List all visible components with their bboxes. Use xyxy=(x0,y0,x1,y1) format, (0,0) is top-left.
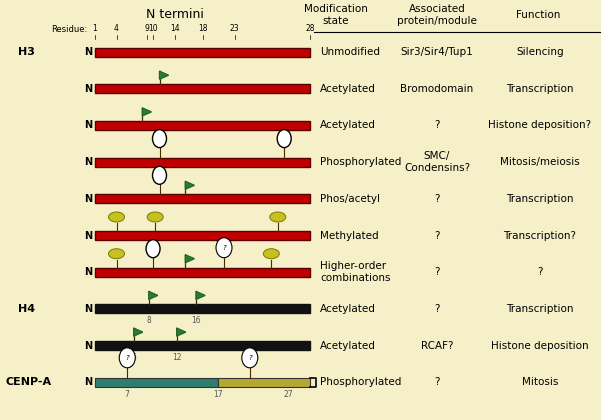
Bar xyxy=(95,268,310,277)
Text: Transcription: Transcription xyxy=(506,194,574,204)
Polygon shape xyxy=(159,71,168,79)
Text: N: N xyxy=(84,304,92,314)
Text: N: N xyxy=(84,231,92,241)
Text: 5: 5 xyxy=(131,353,136,362)
Ellipse shape xyxy=(153,166,166,184)
Ellipse shape xyxy=(277,130,291,147)
Text: Silencing: Silencing xyxy=(516,47,564,57)
Text: Histone deposition?: Histone deposition? xyxy=(489,121,591,130)
Text: 4: 4 xyxy=(114,24,119,33)
Ellipse shape xyxy=(153,130,166,147)
Text: Phosphorylated: Phosphorylated xyxy=(320,157,401,167)
Text: Histone deposition: Histone deposition xyxy=(491,341,589,351)
Text: Methylated: Methylated xyxy=(320,231,379,241)
Text: ?: ? xyxy=(248,355,252,361)
Text: Acetylated: Acetylated xyxy=(320,84,376,94)
Text: Mitosis/meiosis: Mitosis/meiosis xyxy=(500,157,580,167)
Text: H3: H3 xyxy=(18,47,35,57)
Ellipse shape xyxy=(216,238,232,258)
Text: 28: 28 xyxy=(305,24,315,33)
Text: Bromodomain: Bromodomain xyxy=(400,84,474,94)
Text: ?: ? xyxy=(537,267,543,277)
Text: 10: 10 xyxy=(148,24,158,33)
Text: Higher-order
combinations: Higher-order combinations xyxy=(320,261,391,283)
Bar xyxy=(95,231,310,240)
Text: N: N xyxy=(84,47,92,57)
Bar xyxy=(95,304,310,313)
Text: 17: 17 xyxy=(213,390,222,399)
Bar xyxy=(95,158,310,167)
Ellipse shape xyxy=(147,212,163,222)
Text: Phos/acetyl: Phos/acetyl xyxy=(320,194,380,204)
Bar xyxy=(218,378,310,387)
Text: Transcription?: Transcription? xyxy=(504,231,576,241)
Text: 7: 7 xyxy=(125,390,130,399)
Ellipse shape xyxy=(242,348,258,368)
Text: Transcription: Transcription xyxy=(506,84,574,94)
Ellipse shape xyxy=(146,240,160,258)
Text: Acetylated: Acetylated xyxy=(320,341,376,351)
Polygon shape xyxy=(185,255,194,262)
Bar xyxy=(95,84,310,93)
Ellipse shape xyxy=(109,249,124,259)
Text: ?: ? xyxy=(435,194,440,204)
Text: Sir3/Sir4/Tup1: Sir3/Sir4/Tup1 xyxy=(401,47,474,57)
Text: Mitosis: Mitosis xyxy=(522,377,558,387)
Text: ?: ? xyxy=(435,121,440,130)
Bar xyxy=(95,194,310,203)
Bar xyxy=(95,47,310,57)
Text: Residue:: Residue: xyxy=(50,25,87,34)
Text: 8: 8 xyxy=(147,316,151,326)
Polygon shape xyxy=(133,328,142,336)
Text: ?: ? xyxy=(126,355,129,361)
Text: 18: 18 xyxy=(198,24,207,33)
Text: N: N xyxy=(84,194,92,204)
Text: N: N xyxy=(84,267,92,277)
Polygon shape xyxy=(185,181,194,189)
Ellipse shape xyxy=(119,348,135,368)
Text: H4: H4 xyxy=(18,304,35,314)
Text: 16: 16 xyxy=(191,316,201,326)
Text: Phosphorylated: Phosphorylated xyxy=(320,377,401,387)
Text: ?: ? xyxy=(435,377,440,387)
Text: Acetylated: Acetylated xyxy=(320,121,376,130)
Text: 14: 14 xyxy=(169,24,179,33)
Text: ?: ? xyxy=(435,304,440,314)
Bar xyxy=(95,378,218,387)
Text: ?: ? xyxy=(222,245,226,251)
Text: ?: ? xyxy=(435,267,440,277)
Ellipse shape xyxy=(109,212,124,222)
Text: Associated
protein/module: Associated protein/module xyxy=(397,4,477,26)
Text: Transcription: Transcription xyxy=(506,304,574,314)
Text: 23: 23 xyxy=(230,24,240,33)
Text: N: N xyxy=(84,341,92,351)
Polygon shape xyxy=(196,291,205,299)
Polygon shape xyxy=(177,328,186,336)
Text: Modification
state: Modification state xyxy=(304,4,368,26)
Text: N: N xyxy=(84,121,92,130)
Text: 12: 12 xyxy=(172,353,182,362)
Text: N termini: N termini xyxy=(146,8,204,21)
Text: 1: 1 xyxy=(93,24,97,33)
Ellipse shape xyxy=(263,249,279,259)
Text: N: N xyxy=(84,377,92,387)
Text: Function: Function xyxy=(516,10,560,20)
Text: Acetylated: Acetylated xyxy=(320,304,376,314)
Text: N: N xyxy=(84,157,92,167)
Text: 27: 27 xyxy=(284,390,293,399)
Text: SMC/
Condensins?: SMC/ Condensins? xyxy=(404,151,470,173)
Text: Unmodified: Unmodified xyxy=(320,47,380,57)
Text: RCAF?: RCAF? xyxy=(421,341,453,351)
Polygon shape xyxy=(142,108,151,116)
Bar xyxy=(95,341,310,350)
Text: ?: ? xyxy=(435,231,440,241)
Polygon shape xyxy=(149,291,157,299)
Bar xyxy=(95,121,310,130)
Ellipse shape xyxy=(270,212,285,222)
Text: N: N xyxy=(84,84,92,94)
Text: CENP-A: CENP-A xyxy=(5,377,51,387)
Text: 9: 9 xyxy=(144,24,149,33)
